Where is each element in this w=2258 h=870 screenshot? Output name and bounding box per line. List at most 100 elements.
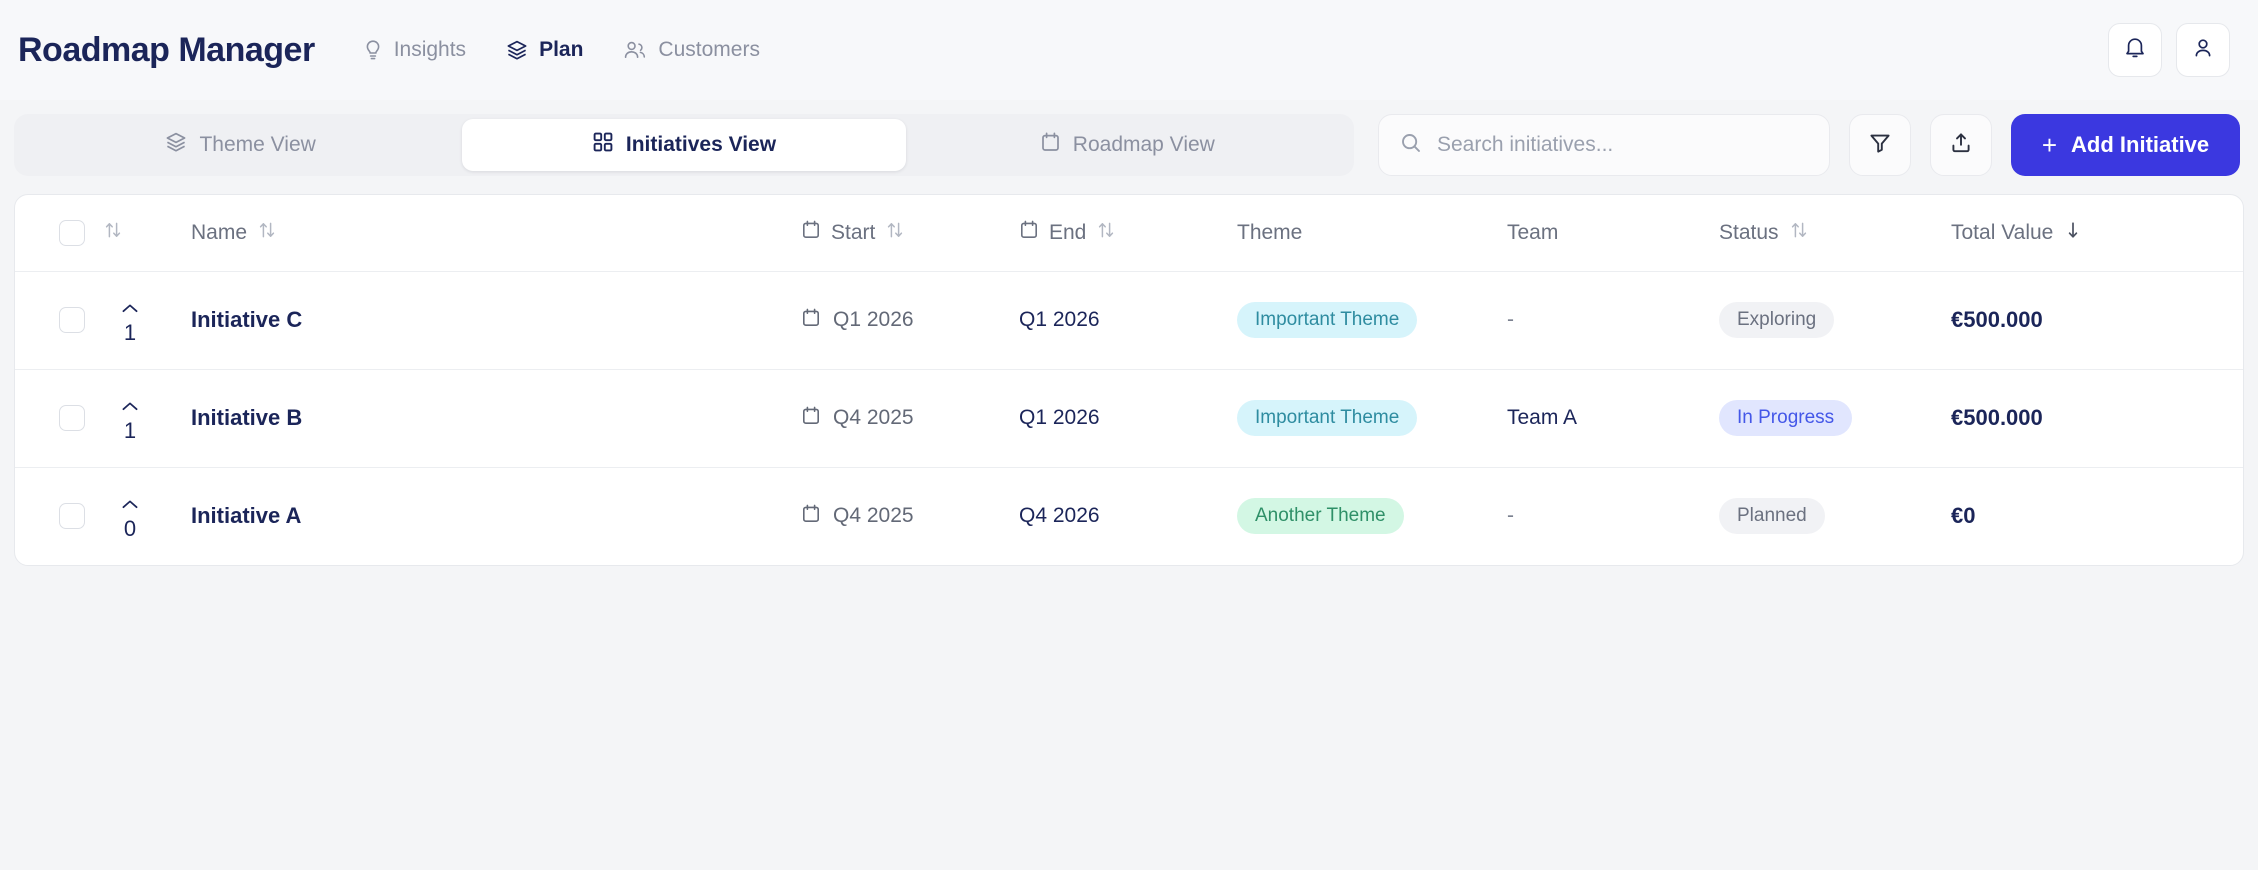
team-value: - bbox=[1507, 504, 1514, 528]
row-name-cell: Initiative B bbox=[191, 369, 801, 468]
table-row[interactable]: 1 Initiative B Q4 2025 bbox=[15, 369, 2243, 468]
row-status-cell: In Progress bbox=[1719, 369, 1951, 468]
row-votes-cell: 0 bbox=[103, 467, 191, 565]
row-select-cell bbox=[15, 271, 103, 370]
team-value: - bbox=[1507, 308, 1514, 331]
row-votes-cell: 1 bbox=[103, 369, 191, 468]
account-button[interactable] bbox=[2176, 23, 2230, 77]
calendar-icon bbox=[801, 405, 821, 432]
total-value: €500.000 bbox=[1951, 307, 2043, 332]
nav-item-label: Insights bbox=[393, 38, 467, 61]
total-value: €0 bbox=[1951, 503, 1976, 529]
tab-label: Initiatives View bbox=[625, 133, 777, 156]
team-value: Team A bbox=[1507, 406, 1578, 429]
search-icon bbox=[1399, 131, 1423, 160]
table-row[interactable]: 0 Initiative A Q4 2025 bbox=[15, 467, 2243, 565]
sort-icon bbox=[1096, 220, 1116, 246]
table-row[interactable]: 1 Initiative C Q1 2026 bbox=[15, 271, 2243, 370]
row-team-cell: - bbox=[1507, 467, 1719, 565]
bell-icon bbox=[2123, 35, 2147, 66]
calendar-icon bbox=[1040, 131, 1061, 159]
initiative-name[interactable]: Initiative B bbox=[191, 405, 303, 430]
row-select-cell bbox=[15, 467, 103, 565]
grid-icon bbox=[592, 131, 614, 159]
vote-control[interactable]: 1 bbox=[103, 395, 157, 442]
calendar-icon bbox=[801, 307, 821, 334]
total-value: €500.000 bbox=[1951, 405, 2043, 430]
users-icon bbox=[623, 39, 647, 61]
nav-item-insights[interactable]: Insights bbox=[363, 38, 466, 62]
initiatives-table: Name bbox=[14, 194, 2244, 566]
row-end-cell: Q4 2026 bbox=[1019, 467, 1237, 565]
status-badge: Exploring bbox=[1719, 302, 1835, 338]
row-theme-cell: Another Theme bbox=[1237, 467, 1507, 565]
nav-item-label: Customers bbox=[658, 38, 760, 61]
row-start-cell: Q4 2025 bbox=[801, 369, 1019, 468]
tab-label: Theme View bbox=[199, 133, 316, 156]
tab-initiatives-view[interactable]: Initiatives View bbox=[462, 119, 906, 171]
row-theme-cell: Important Theme bbox=[1237, 369, 1507, 468]
lightbulb-icon bbox=[363, 39, 383, 61]
calendar-icon bbox=[801, 503, 821, 530]
status-badge: In Progress bbox=[1719, 400, 1853, 436]
initiative-name[interactable]: Initiative A bbox=[191, 503, 302, 529]
vote-control[interactable]: 0 bbox=[103, 493, 157, 540]
app-header: Roadmap Manager Insights Plan bbox=[0, 0, 2258, 100]
column-theme-label: Theme bbox=[1237, 220, 1303, 244]
column-total-value-label: Total Value bbox=[1951, 220, 2054, 244]
column-name-label: Name bbox=[191, 220, 248, 244]
upload-icon bbox=[1949, 131, 1973, 160]
select-all-checkbox[interactable] bbox=[59, 219, 85, 246]
column-end[interactable]: End bbox=[1019, 195, 1237, 272]
column-start-label: Start bbox=[831, 220, 876, 244]
sort-icon bbox=[1789, 220, 1809, 246]
app-title: Roadmap Manager bbox=[18, 30, 315, 69]
chevron-up-icon bbox=[121, 297, 139, 318]
nav-item-label: Plan bbox=[539, 38, 584, 61]
row-name-cell: Initiative A bbox=[191, 467, 801, 565]
column-select bbox=[15, 195, 103, 272]
header-actions bbox=[2108, 23, 2230, 77]
column-name[interactable]: Name bbox=[191, 195, 801, 272]
export-button[interactable] bbox=[1930, 114, 1992, 176]
search-input[interactable] bbox=[1437, 133, 1809, 157]
row-status-cell: Exploring bbox=[1719, 271, 1951, 370]
row-checkbox[interactable] bbox=[59, 503, 85, 530]
table-body: 1 Initiative C Q1 2026 bbox=[15, 271, 2243, 565]
column-status[interactable]: Status bbox=[1719, 195, 1951, 272]
sort-desc-icon bbox=[2063, 220, 2083, 246]
add-initiative-button[interactable]: + Add Initiative bbox=[2011, 114, 2240, 176]
tab-roadmap-view[interactable]: Roadmap View bbox=[906, 119, 1349, 171]
start-date: Q1 2026 bbox=[833, 308, 914, 331]
filter-button[interactable] bbox=[1849, 114, 1911, 176]
row-checkbox[interactable] bbox=[59, 405, 85, 431]
nav-item-plan[interactable]: Plan bbox=[506, 38, 583, 62]
theme-badge: Important Theme bbox=[1237, 400, 1418, 436]
row-value-cell: €500.000 bbox=[1951, 271, 2243, 370]
toolbar: Theme View Initiatives View Roadmap bbox=[0, 100, 2258, 194]
row-start-cell: Q4 2025 bbox=[801, 467, 1019, 565]
theme-badge: Another Theme bbox=[1237, 498, 1404, 535]
column-team-label: Team bbox=[1507, 220, 1559, 244]
theme-badge: Important Theme bbox=[1237, 302, 1418, 338]
layers-icon bbox=[165, 131, 187, 159]
sort-icon bbox=[257, 220, 277, 246]
notifications-button[interactable] bbox=[2108, 23, 2162, 77]
chevron-up-icon bbox=[121, 493, 139, 514]
chevron-up-icon bbox=[121, 395, 139, 416]
row-start-cell: Q1 2026 bbox=[801, 271, 1019, 370]
vote-control[interactable]: 1 bbox=[103, 297, 157, 344]
end-date: Q4 2026 bbox=[1019, 504, 1100, 528]
tab-theme-view[interactable]: Theme View bbox=[19, 119, 462, 171]
search-container[interactable] bbox=[1378, 114, 1830, 176]
initiative-name[interactable]: Initiative C bbox=[191, 307, 303, 332]
column-start[interactable]: Start bbox=[801, 195, 1019, 272]
nav-item-customers[interactable]: Customers bbox=[623, 38, 760, 62]
row-theme-cell: Important Theme bbox=[1237, 271, 1507, 370]
column-votes[interactable] bbox=[103, 195, 191, 272]
column-theme: Theme bbox=[1237, 195, 1507, 272]
row-value-cell: €0 bbox=[1951, 467, 2243, 565]
row-checkbox[interactable] bbox=[59, 307, 85, 333]
column-end-label: End bbox=[1049, 220, 1087, 244]
column-total-value[interactable]: Total Value bbox=[1951, 195, 2243, 272]
